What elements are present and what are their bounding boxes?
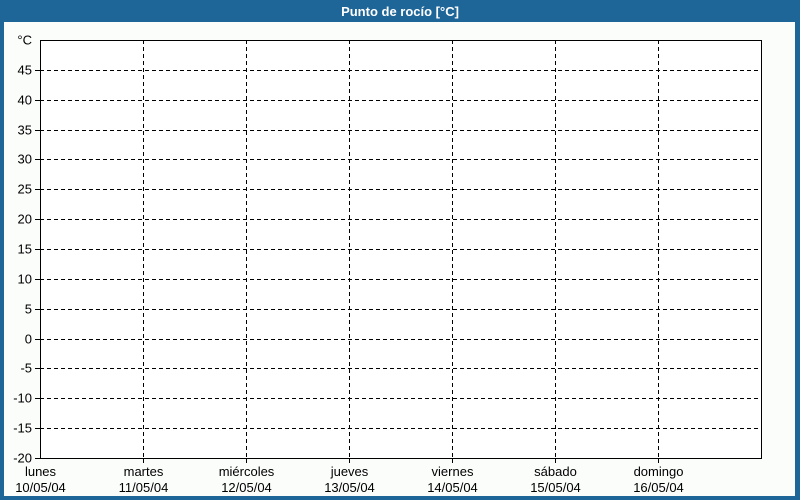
y-tick-label: 5 bbox=[25, 302, 32, 317]
date-label: 13/05/04 bbox=[324, 480, 375, 495]
y-tick-label: 20 bbox=[18, 212, 32, 227]
date-label: 16/05/04 bbox=[633, 480, 684, 495]
y-tick-label: -10 bbox=[13, 391, 32, 406]
day-label: martes bbox=[124, 464, 164, 479]
chart-title: Punto de rocío [°C] bbox=[341, 3, 459, 19]
y-tick-label: -5 bbox=[20, 361, 32, 376]
chart-content: 45 40 35 30 25 20 15 10 5 0 -5 -10 -15 -20 °C lunes 10/0… bbox=[4, 22, 795, 496]
y-tick-label: 0 bbox=[25, 332, 32, 347]
day-label: domingo bbox=[634, 464, 684, 479]
day-label: lunes bbox=[25, 464, 57, 479]
y-tick-label: 10 bbox=[18, 272, 32, 287]
y-tick-label: 25 bbox=[18, 182, 32, 197]
y-tick-label: 15 bbox=[18, 242, 32, 257]
dewpoint-chart: 45 40 35 30 25 20 15 10 5 0 -5 -10 -15 -20 °C lunes10/0… bbox=[13, 33, 762, 495]
y-tick-label: -20 bbox=[13, 451, 32, 466]
window-titlebar: Punto de rocío [°C] bbox=[0, 0, 800, 22]
day-label: sábado bbox=[534, 464, 577, 479]
date-label: 10/05/04 bbox=[15, 480, 66, 495]
day-label: viernes bbox=[432, 464, 474, 479]
day-label: miércoles bbox=[219, 464, 275, 479]
y-tick-label: 40 bbox=[18, 93, 32, 108]
date-label: 12/05/04 bbox=[221, 480, 272, 495]
y-tick-label: 35 bbox=[18, 123, 32, 138]
day-label: jueves bbox=[330, 464, 369, 479]
date-label: 14/05/04 bbox=[427, 480, 478, 495]
y-tick-label: -15 bbox=[13, 421, 32, 436]
date-label: 15/05/04 bbox=[530, 480, 581, 495]
y-tick-label: 45 bbox=[18, 63, 32, 78]
y-axis-unit-label: °C bbox=[17, 33, 32, 48]
date-label: 11/05/04 bbox=[119, 480, 169, 495]
y-tick-label: 30 bbox=[18, 152, 32, 167]
